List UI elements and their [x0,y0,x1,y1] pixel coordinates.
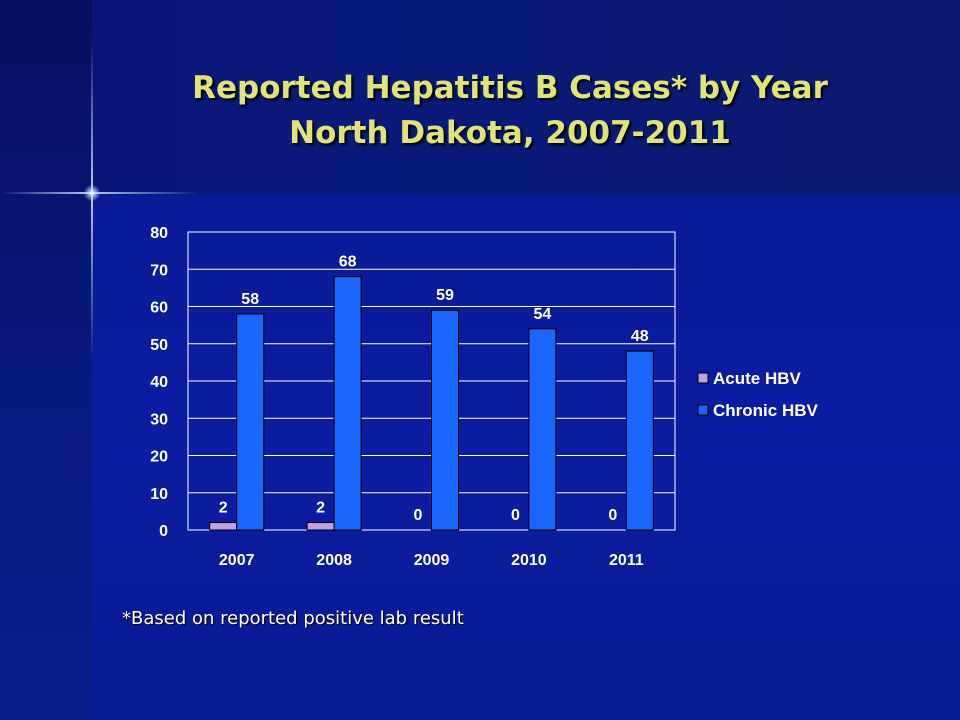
data-label: 0 [511,507,520,524]
data-label: 59 [436,287,454,304]
data-label: 2 [316,500,325,517]
title-line-2: North Dakota, 2007-2011 [289,115,731,151]
legend-label: Acute HBV [713,369,802,388]
data-label: 2 [219,500,228,517]
bar-acute-hbv-2007 [209,522,238,531]
legend: Acute HBV Chronic HBV [697,369,819,420]
bar-chronic-hbv-2010 [528,328,557,531]
data-label: 58 [241,291,259,308]
background-top [0,0,960,195]
data-label: 68 [339,254,357,271]
bar-acute-hbv-2008 [306,522,335,531]
data-label: 0 [608,507,617,524]
background-left [0,0,92,720]
title-line-1: Reported Hepatitis B Cases* by Year [192,70,828,106]
sparkle-icon [84,185,100,201]
chart-title: Reported Hepatitis B Cases* by Year Nort… [0,66,960,156]
legend-swatch [697,372,709,384]
x-tick-label: 2009 [414,552,450,569]
bar-chronic-hbv-2011 [625,350,654,531]
legend-swatch [697,404,709,416]
legend-label: Chronic HBV [713,401,819,420]
x-tick-label: 2007 [219,552,255,569]
y-tick-label: 0 [159,523,168,540]
sparkle-horizontal [0,192,200,194]
x-tick-label: 2008 [316,552,352,569]
bars [209,276,654,531]
bar-chronic-hbv-2009 [431,309,459,531]
y-tick-label: 60 [150,300,168,317]
data-label: 0 [414,507,423,524]
bar-chronic-hbv-2008 [333,276,362,531]
x-tick-label: 2010 [511,552,547,569]
y-tick-label: 10 [150,486,168,503]
data-label: 48 [631,328,649,345]
footnote: *Based on reported positive lab result [122,608,464,629]
y-tick-label: 50 [150,337,168,354]
data-label: 54 [534,306,552,323]
y-tick-label: 40 [150,374,168,391]
x-tick-label: 2011 [609,552,644,569]
bar-chronic-hbv-2007 [236,313,265,531]
y-tick-label: 30 [150,411,168,428]
y-tick-label: 80 [150,225,168,242]
data-labels: 2 58 2 68 0 59 0 54 0 48 [219,254,649,524]
y-tick-label: 20 [150,449,168,466]
y-tick-label: 70 [150,262,168,279]
